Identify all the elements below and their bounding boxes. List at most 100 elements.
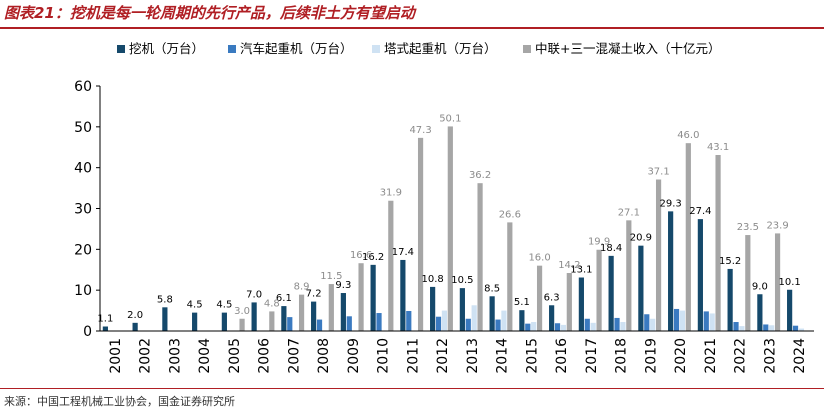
bar <box>531 322 537 331</box>
data-label: 37.1 <box>647 167 669 178</box>
y-tick-label: 30 <box>74 202 92 218</box>
bar <box>757 294 763 331</box>
data-label: 19.9 <box>588 237 610 248</box>
bar <box>650 318 656 331</box>
bar <box>102 326 108 331</box>
data-label: 3.0 <box>234 306 250 317</box>
data-label: 10.8 <box>421 274 443 285</box>
y-tick-label: 20 <box>74 242 92 258</box>
bar <box>400 259 406 331</box>
bar <box>763 324 769 331</box>
bar <box>727 268 733 331</box>
data-label: 16.2 <box>362 252 384 263</box>
bar <box>340 293 346 331</box>
bar <box>465 318 471 331</box>
chart-title: 图表21：挖机是每一轮周期的先行产品，后续非土方有望启动 <box>4 4 415 22</box>
data-label: 23.5 <box>737 222 759 233</box>
data-label: 10.1 <box>778 277 800 288</box>
data-label: 15.2 <box>719 256 741 267</box>
bar <box>620 322 626 331</box>
bar <box>536 265 543 331</box>
x-tick-label: 2018 <box>614 338 630 374</box>
bar <box>566 273 572 331</box>
bar <box>501 310 507 331</box>
data-label: 29.3 <box>659 198 681 209</box>
bar <box>447 126 453 331</box>
bar <box>281 306 287 331</box>
data-label: 14.2 <box>558 260 580 271</box>
bar <box>584 318 590 331</box>
x-tick-label: 2017 <box>584 338 600 374</box>
x-tick-label: 2015 <box>524 338 540 374</box>
x-axis: 2001 2002 2003 2004 2005 2006 2007 2008 2009 2010… <box>100 330 814 374</box>
bar <box>287 317 293 331</box>
x-tick-label: 2016 <box>554 338 570 374</box>
bar <box>668 211 674 331</box>
data-label: 6.3 <box>544 292 560 303</box>
data-label: 43.1 <box>707 142 729 153</box>
bar <box>370 264 376 331</box>
bar <box>608 255 614 331</box>
bar <box>251 302 257 331</box>
bar <box>733 322 739 331</box>
data-label: 8.5 <box>484 283 500 294</box>
bar <box>578 277 584 331</box>
legend-label: 中联+三一混凝土收入（十亿元） <box>535 41 720 56</box>
bar <box>655 179 662 331</box>
y-tick-label: 0 <box>83 324 92 340</box>
y-axis: 0 10 20 30 40 50 60 <box>74 79 101 340</box>
bar <box>477 183 483 331</box>
bar <box>679 310 686 331</box>
legend-swatch <box>523 45 531 53</box>
data-label: 11.5 <box>320 271 342 282</box>
data-label: 2.0 <box>127 310 143 321</box>
bar <box>739 326 745 331</box>
data-label: 27.4 <box>689 206 711 217</box>
bar <box>626 220 632 331</box>
data-label: 16.0 <box>528 253 550 264</box>
x-tick-label: 2014 <box>495 338 511 374</box>
data-labels: 1.1 2.0 5.8 4.5 4.5 7.0 6.1 7.2 9.3 16.2 17.4 10.8 1… <box>97 113 800 324</box>
legend-swatch <box>228 45 236 53</box>
legend-swatch <box>372 45 380 53</box>
data-label: 9.3 <box>335 280 351 291</box>
data-label: 13.1 <box>570 265 592 276</box>
data-label: 16.6 <box>350 250 372 261</box>
legend-swatch <box>117 45 125 53</box>
y-tick-label: 10 <box>74 283 92 299</box>
bar <box>495 319 501 331</box>
data-label: 5.1 <box>514 297 530 308</box>
x-tick-label: 2005 <box>227 338 243 374</box>
data-label: 10.5 <box>451 275 473 286</box>
x-tick-label: 2006 <box>257 338 273 374</box>
x-tick-label: 2002 <box>138 338 154 374</box>
bar <box>489 296 495 331</box>
data-label: 9.0 <box>752 281 768 292</box>
chart-legend: 挖机（万台） 汽车起重机（万台） 塔式起重机（万台） 中联+三一混凝土收入（十亿元） <box>117 41 720 56</box>
bar <box>316 319 323 331</box>
bar <box>697 219 703 331</box>
chart: 挖机（万台） 汽车起重机（万台） 塔式起重机（万台） 中联+三一混凝土收入（十亿元） … <box>74 41 814 374</box>
bar <box>560 324 567 331</box>
bar <box>406 310 412 331</box>
bar <box>774 233 781 331</box>
data-label: 46.0 <box>677 130 699 141</box>
x-tick-label: 2007 <box>286 338 302 374</box>
x-tick-label: 2019 <box>643 338 659 374</box>
data-label: 5.8 <box>157 294 173 305</box>
data-label: 20.9 <box>630 233 652 244</box>
data-label: 4.5 <box>216 300 232 311</box>
bar <box>638 245 644 331</box>
bar <box>358 263 364 331</box>
bar <box>644 314 650 331</box>
bar <box>376 313 382 331</box>
source-divider <box>0 388 824 389</box>
bar <box>441 310 448 331</box>
bar <box>311 301 317 331</box>
bar <box>709 313 715 331</box>
x-tick-label: 2022 <box>733 338 749 374</box>
bar <box>388 200 394 331</box>
x-tick-label: 2023 <box>762 338 778 374</box>
x-tick-label: 2021 <box>703 338 719 374</box>
data-label: 26.6 <box>499 209 521 220</box>
